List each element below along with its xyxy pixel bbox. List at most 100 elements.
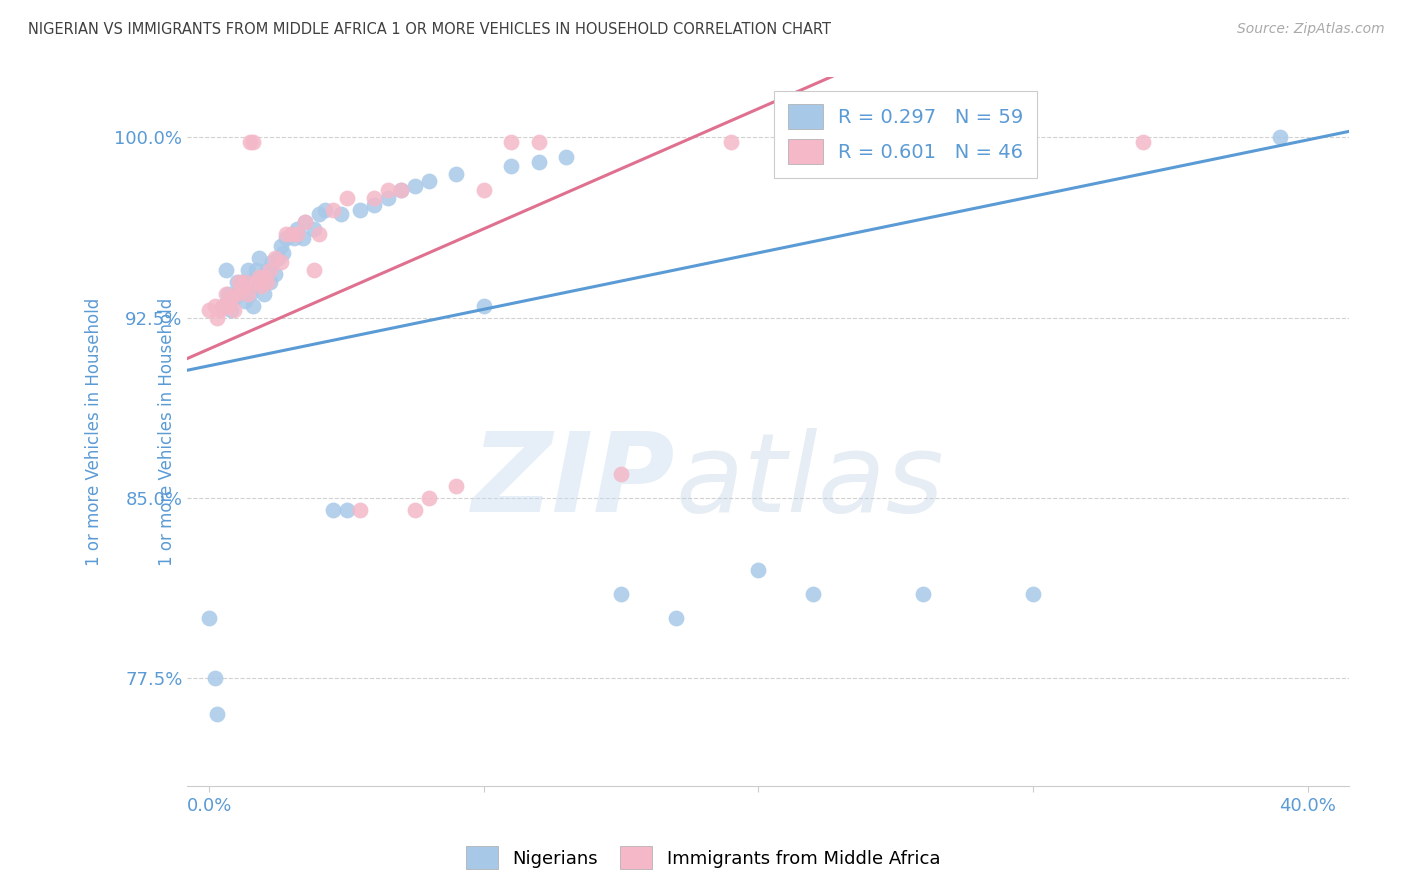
Point — [501, 159, 523, 173]
Point — [283, 231, 305, 245]
Point — [610, 467, 633, 481]
Point — [236, 275, 259, 289]
Point — [285, 227, 308, 241]
Point — [250, 279, 273, 293]
Point — [322, 202, 344, 217]
Point — [250, 269, 273, 284]
Point — [391, 183, 413, 197]
Point — [720, 136, 742, 150]
Point — [209, 303, 232, 318]
Point — [747, 563, 769, 577]
Point — [418, 491, 440, 505]
Point — [228, 286, 250, 301]
Point — [377, 190, 399, 204]
Point — [322, 503, 344, 517]
Point — [215, 286, 238, 301]
Point — [231, 275, 253, 289]
Point — [204, 671, 226, 685]
Point — [302, 262, 325, 277]
Point — [801, 587, 824, 601]
Point — [253, 275, 276, 289]
Text: ZIP: ZIP — [471, 428, 675, 535]
Text: Source: ZipAtlas.com: Source: ZipAtlas.com — [1237, 22, 1385, 37]
Point — [264, 268, 287, 282]
Point — [276, 231, 298, 245]
Legend: Nigerians, Immigrants from Middle Africa: Nigerians, Immigrants from Middle Africa — [457, 838, 949, 879]
Point — [308, 227, 330, 241]
Point — [665, 611, 688, 625]
Point — [233, 293, 256, 308]
Point — [198, 611, 221, 625]
Point — [242, 299, 264, 313]
Point — [219, 292, 242, 306]
Point — [273, 245, 295, 260]
Point — [280, 227, 302, 241]
Point — [363, 190, 385, 204]
Point — [242, 279, 264, 293]
Point — [267, 251, 290, 265]
Point — [446, 479, 468, 493]
Point — [335, 503, 357, 517]
Point — [253, 286, 276, 301]
Point — [204, 299, 226, 313]
Point — [391, 183, 413, 197]
Point — [219, 303, 242, 318]
Point — [912, 587, 935, 601]
Point — [239, 136, 262, 150]
Point — [231, 282, 253, 296]
Point — [1022, 587, 1045, 601]
Point — [294, 214, 316, 228]
Point — [228, 275, 250, 289]
Y-axis label: 1 or more Vehicles in Household: 1 or more Vehicles in Household — [157, 298, 176, 566]
Point — [207, 310, 229, 325]
Point — [294, 214, 316, 228]
Point — [253, 269, 276, 284]
Y-axis label: 1 or more Vehicles in Household: 1 or more Vehicles in Household — [86, 298, 103, 566]
Point — [330, 207, 353, 221]
Point — [222, 292, 245, 306]
Point — [207, 707, 229, 722]
Point — [302, 221, 325, 235]
Point — [472, 183, 495, 197]
Text: NIGERIAN VS IMMIGRANTS FROM MIDDLE AFRICA 1 OR MORE VEHICLES IN HOUSEHOLD CORREL: NIGERIAN VS IMMIGRANTS FROM MIDDLE AFRIC… — [28, 22, 831, 37]
Point — [404, 503, 426, 517]
Point — [259, 275, 281, 289]
Point — [377, 183, 399, 197]
Point — [291, 231, 314, 245]
Point — [217, 299, 239, 313]
Point — [270, 255, 292, 269]
Point — [242, 136, 264, 150]
Point — [527, 154, 550, 169]
Point — [259, 262, 281, 277]
Point — [217, 286, 239, 301]
Point — [225, 286, 247, 301]
Point — [239, 286, 262, 301]
Point — [212, 299, 235, 313]
Point — [245, 275, 267, 289]
Point — [349, 503, 371, 517]
Point — [363, 198, 385, 212]
Point — [262, 255, 284, 269]
Point — [404, 178, 426, 193]
Point — [247, 251, 270, 265]
Point — [1270, 130, 1292, 145]
Point — [501, 136, 523, 150]
Point — [225, 275, 247, 289]
Point — [233, 275, 256, 289]
Point — [280, 227, 302, 241]
Point — [527, 136, 550, 150]
Point — [276, 227, 298, 241]
Point — [555, 150, 578, 164]
Point — [247, 269, 270, 284]
Text: atlas: atlas — [675, 428, 943, 535]
Point — [610, 587, 633, 601]
Point — [236, 286, 259, 301]
Point — [285, 221, 308, 235]
Point — [256, 275, 278, 289]
Point — [446, 167, 468, 181]
Point — [335, 190, 357, 204]
Point — [912, 136, 935, 150]
Point — [198, 303, 221, 318]
Point — [256, 262, 278, 277]
Point — [270, 238, 292, 252]
